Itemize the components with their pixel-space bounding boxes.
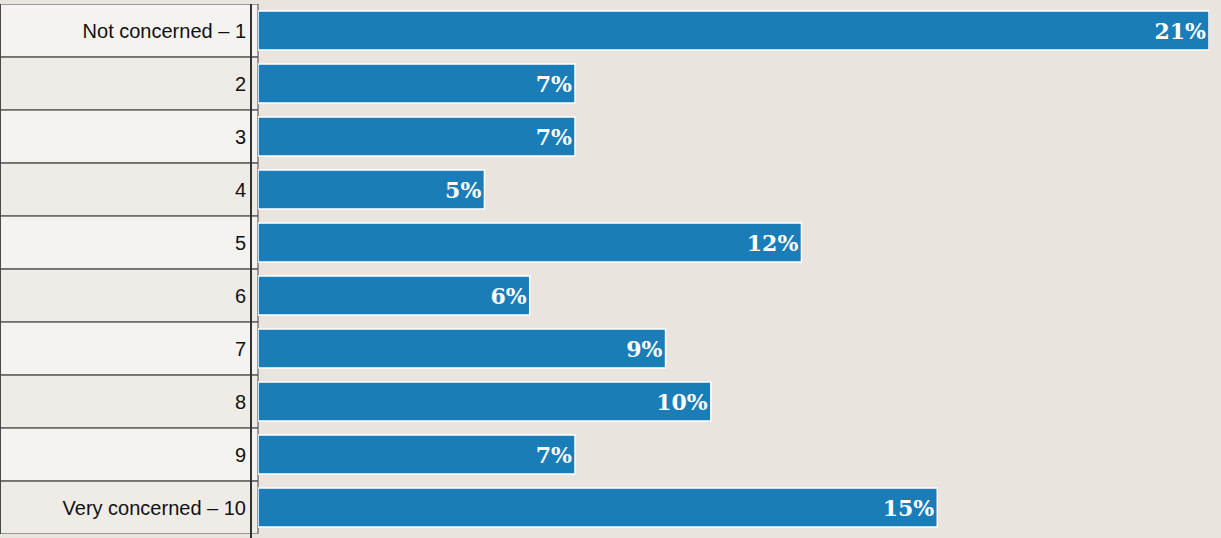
svg-text:6: 6 xyxy=(235,285,246,307)
svg-text:7: 7 xyxy=(235,338,246,360)
svg-text:6%: 6% xyxy=(490,283,526,309)
svg-text:4: 4 xyxy=(235,179,246,201)
svg-text:Very concerned – 10: Very concerned – 10 xyxy=(63,497,246,519)
svg-text:8: 8 xyxy=(235,391,246,413)
svg-text:7%: 7% xyxy=(536,71,572,97)
svg-text:7%: 7% xyxy=(536,442,572,468)
svg-text:9: 9 xyxy=(235,444,246,466)
svg-text:15%: 15% xyxy=(883,495,935,521)
svg-text:5: 5 xyxy=(235,232,246,254)
svg-text:2: 2 xyxy=(235,73,246,95)
svg-text:3: 3 xyxy=(235,126,246,148)
svg-text:12%: 12% xyxy=(747,230,799,256)
svg-text:10%: 10% xyxy=(656,389,708,415)
svg-text:5%: 5% xyxy=(445,177,481,203)
svg-text:7%: 7% xyxy=(536,124,572,150)
svg-text:Not concerned – 1: Not concerned – 1 xyxy=(83,20,246,42)
svg-text:9%: 9% xyxy=(626,336,662,362)
svg-text:21%: 21% xyxy=(1154,18,1206,44)
